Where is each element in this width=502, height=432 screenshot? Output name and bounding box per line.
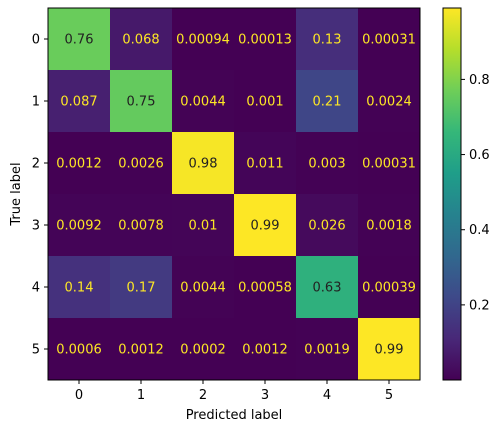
heatmap-cell-r5-c3 bbox=[234, 318, 297, 381]
cell-value-label: 0.21 bbox=[313, 95, 342, 110]
cell-value-label: 0.0006 bbox=[56, 343, 102, 358]
y-tick-label: 4 bbox=[32, 281, 40, 296]
heatmap-cell-r2-c3 bbox=[234, 132, 297, 195]
heatmap-cell-r1-c2 bbox=[172, 70, 235, 133]
cell-value-label: 0.75 bbox=[127, 95, 156, 110]
heatmap-cell-r0-c1 bbox=[110, 8, 173, 71]
colorbar bbox=[442, 7, 462, 381]
y-tick-label: 3 bbox=[32, 219, 40, 234]
colorbar-tick-label: 0.6 bbox=[469, 148, 490, 163]
cell-value-label: 0.00013 bbox=[238, 33, 292, 48]
x-tick-label: 0 bbox=[75, 388, 83, 403]
y-axis-title: True label bbox=[9, 162, 24, 226]
heatmap-cell-r0-c3 bbox=[234, 8, 297, 71]
heatmap-cell-labels: 0.76 0.068 0.00094 0.00013 0.13 0.00031 0.087 0… bbox=[56, 33, 416, 358]
y-tick-label: 5 bbox=[32, 343, 40, 358]
heatmap-cell-r1-c3 bbox=[234, 70, 297, 133]
heatmap-cell-r1-c1 bbox=[110, 70, 173, 133]
cell-value-label: 0.0012 bbox=[56, 157, 102, 172]
heatmap-cell-r5-c0 bbox=[48, 318, 111, 381]
heatmap-cell-r4-c1 bbox=[110, 256, 173, 319]
heatmap-cell-r1-c5 bbox=[358, 70, 421, 133]
heatmap-cell-r2-c4 bbox=[296, 132, 359, 195]
heatmap-cells bbox=[48, 8, 421, 381]
heatmap-cell-r3-c3 bbox=[234, 194, 297, 257]
cell-value-label: 0.0044 bbox=[180, 95, 226, 110]
heatmap-cell-r2-c1 bbox=[110, 132, 173, 195]
colorbar-tick-label: 0.4 bbox=[469, 223, 490, 238]
cell-value-label: 0.01 bbox=[189, 219, 218, 234]
cell-value-label: 0.63 bbox=[313, 281, 342, 296]
cell-value-label: 0.0092 bbox=[56, 219, 102, 234]
heatmap-cell-r4-c2 bbox=[172, 256, 235, 319]
cell-value-label: 0.0078 bbox=[118, 219, 164, 234]
heatmap-cell-r3-c1 bbox=[110, 194, 173, 257]
heatmap-cell-r4-c5 bbox=[358, 256, 421, 319]
heatmap-cell-r3-c2 bbox=[172, 194, 235, 257]
cell-value-label: 0.0024 bbox=[366, 95, 412, 110]
colorbar-tick-label: 0.2 bbox=[469, 298, 490, 313]
cell-value-label: 0.011 bbox=[246, 157, 283, 172]
cell-value-label: 0.00039 bbox=[362, 281, 416, 296]
cell-value-label: 0.14 bbox=[65, 281, 94, 296]
x-tick-label: 1 bbox=[137, 388, 145, 403]
y-tick-label: 2 bbox=[32, 157, 40, 172]
plot-frame bbox=[47, 7, 421, 381]
cell-value-label: 0.0018 bbox=[366, 219, 412, 234]
cell-value-label: 0.00031 bbox=[362, 33, 416, 48]
colorbar-ticks: 0.2 0.4 0.6 0.8 bbox=[461, 73, 490, 313]
heatmap-cell-r5-c4 bbox=[296, 318, 359, 381]
x-tick-label: 4 bbox=[323, 388, 331, 403]
cell-value-label: 0.003 bbox=[308, 157, 345, 172]
cell-value-label: 0.00058 bbox=[238, 281, 292, 296]
cell-value-label: 0.068 bbox=[122, 33, 159, 48]
cell-value-label: 0.76 bbox=[65, 33, 94, 48]
heatmap-cell-r2-c0 bbox=[48, 132, 111, 195]
heatmap-cell-r0-c0 bbox=[48, 8, 111, 71]
cell-value-label: 0.001 bbox=[246, 95, 283, 110]
cell-value-label: 0.0044 bbox=[180, 281, 226, 296]
cell-value-label: 0.026 bbox=[308, 219, 345, 234]
heatmap-cell-r4-c0 bbox=[48, 256, 111, 319]
heatmap-cell-r5-c2 bbox=[172, 318, 235, 381]
heatmap-cell-r1-c0 bbox=[48, 70, 111, 133]
cell-value-label: 0.0012 bbox=[118, 343, 164, 358]
y-tick-label: 0 bbox=[32, 33, 40, 48]
cell-value-label: 0.087 bbox=[60, 95, 97, 110]
heatmap-cell-r0-c4 bbox=[296, 8, 359, 71]
cell-value-label: 0.17 bbox=[127, 281, 156, 296]
x-axis-title: Predicted label bbox=[186, 408, 283, 423]
heatmap-cell-r3-c4 bbox=[296, 194, 359, 257]
cell-value-label: 0.00031 bbox=[362, 157, 416, 172]
heatmap-cell-r2-c5 bbox=[358, 132, 421, 195]
heatmap-cell-r0-c2 bbox=[172, 8, 235, 71]
cell-value-label: 0.99 bbox=[375, 343, 404, 358]
cell-value-label: 0.98 bbox=[189, 157, 218, 172]
x-tick-label: 5 bbox=[385, 388, 393, 403]
heatmap-cell-r1-c4 bbox=[296, 70, 359, 133]
x-tick-label: 3 bbox=[261, 388, 269, 403]
heatmap-cell-r4-c4 bbox=[296, 256, 359, 319]
x-axis-ticks: 0 1 2 3 4 5 bbox=[75, 380, 393, 403]
x-tick-label: 2 bbox=[199, 388, 207, 403]
cell-value-label: 0.0019 bbox=[304, 343, 350, 358]
cell-value-label: 0.0002 bbox=[180, 343, 226, 358]
heatmap-cell-r2-c2 bbox=[172, 132, 235, 195]
heatmap-cell-r5-c5 bbox=[358, 318, 421, 381]
cell-value-label: 0.13 bbox=[313, 33, 342, 48]
y-tick-label: 1 bbox=[32, 95, 40, 110]
heatmap-cell-r4-c3 bbox=[234, 256, 297, 319]
heatmap-cell-r0-c5 bbox=[358, 8, 421, 71]
heatmap-cell-r5-c1 bbox=[110, 318, 173, 381]
cell-value-label: 0.99 bbox=[251, 219, 280, 234]
cell-value-label: 0.0012 bbox=[242, 343, 288, 358]
heatmap-cell-r3-c5 bbox=[358, 194, 421, 257]
colorbar-tick-label: 0.8 bbox=[469, 73, 490, 88]
heatmap-cell-r3-c0 bbox=[48, 194, 111, 257]
cell-value-label: 0.00094 bbox=[176, 33, 230, 48]
y-axis-ticks: 0 1 2 3 4 5 bbox=[32, 33, 48, 358]
cell-value-label: 0.0026 bbox=[118, 157, 164, 172]
